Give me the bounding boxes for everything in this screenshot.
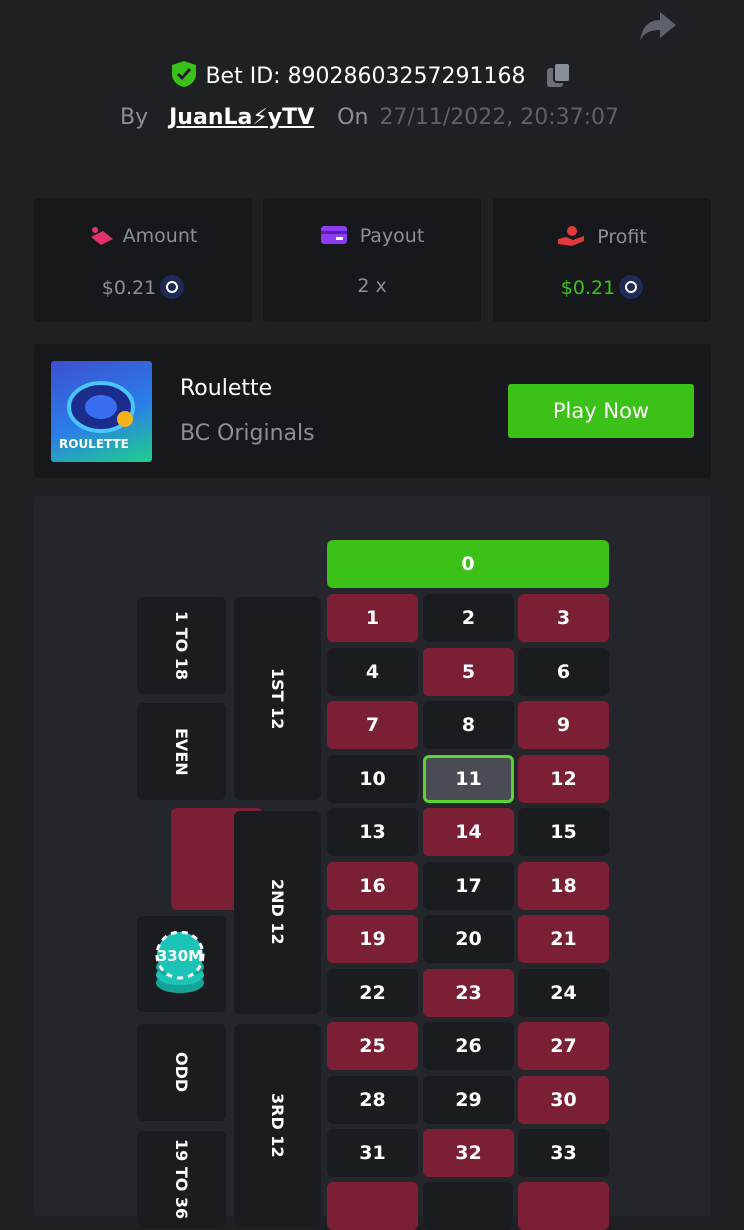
black-bet[interactable]: 330M	[137, 916, 226, 1012]
roulette-board: 330M 0 1 2 3 4 5 6 7 8 9 10 11 12 13 14 15 16 17 18 19 20 21 2…	[34, 496, 711, 1230]
number-cell[interactable]: 30	[518, 1075, 609, 1124]
game-provider: BC Originals	[180, 421, 315, 446]
number-cell[interactable]: 20	[423, 915, 514, 963]
game-card: ROULETTE Roulette BC Originals Play Now	[34, 344, 711, 478]
number-cell[interactable]: 27	[518, 1022, 609, 1070]
number-cell[interactable]: 24	[518, 968, 609, 1017]
outside-bet[interactable]: 19 TO 36	[137, 1131, 226, 1228]
coin-icon	[619, 275, 644, 299]
dozen-cell[interactable]: 2ND 12	[234, 810, 321, 1014]
share-icon[interactable]	[638, 8, 678, 44]
number-cell[interactable]: 4	[327, 647, 418, 696]
coin-icon	[160, 275, 185, 299]
bet-id: 89028603257291168	[287, 64, 526, 89]
outside-bet[interactable]: 1 TO 18	[137, 597, 226, 694]
outside-label: EVEN	[172, 727, 191, 776]
number-cell[interactable]: 1	[327, 594, 418, 642]
outside-label: 1 TO 18	[172, 610, 191, 681]
dozen-label: 1ST 12	[268, 667, 287, 730]
amount-card: Amount $0.21	[34, 198, 252, 322]
by-label: By	[120, 105, 149, 130]
payout-value: 2 x	[357, 275, 387, 297]
payout-card: Payout 2 x	[263, 198, 481, 322]
on-label: On	[337, 105, 369, 130]
number-cell[interactable]: 22	[327, 968, 418, 1017]
number-cell[interactable]: 23	[423, 968, 514, 1017]
number-cell[interactable]: 2	[423, 594, 514, 642]
number-cell[interactable]: 32	[423, 1129, 514, 1177]
profit-icon	[558, 226, 585, 246]
number-cell[interactable]: 17	[423, 861, 514, 910]
page-body: {"header": {"bet_id_label": "Bet ID:", "…	[0, 8, 744, 1230]
number-cell[interactable]	[518, 1182, 609, 1230]
outside-bet[interactable]: EVEN	[137, 703, 226, 800]
number-cell[interactable]: 28	[327, 1075, 418, 1124]
number-cell[interactable]	[327, 1182, 418, 1230]
profit-value: $0.21	[560, 277, 616, 299]
number-cell[interactable]: 29	[423, 1075, 514, 1124]
number-cell[interactable]: 26	[423, 1022, 514, 1070]
number-cell[interactable]: 8	[423, 701, 514, 749]
number-cell[interactable]	[423, 1182, 513, 1230]
dozen-cell[interactable]: 1ST 12	[234, 597, 321, 800]
number-cell[interactable]: 25	[327, 1022, 418, 1070]
zero-cell[interactable]: 0	[327, 540, 609, 588]
user-link[interactable]: JuanLa⚡yTV	[169, 105, 315, 130]
page: Bet Details html, body { margin: 0; padd…	[0, 8, 744, 1230]
dozen-label: 3RD 12	[268, 1093, 287, 1158]
profit-card: Profit $0.21	[493, 198, 711, 322]
chip-amount: 330M	[156, 947, 202, 965]
profit-value-row: $0.21	[493, 275, 711, 299]
dozen-label: 2ND 12	[268, 879, 287, 945]
outside-label: ODD	[172, 1052, 191, 1093]
amount-label-row: Amount	[34, 225, 252, 247]
outside-bet[interactable]: ODD	[137, 1024, 226, 1121]
number-cell[interactable]: 11	[423, 754, 514, 803]
number-cell[interactable]: 15	[518, 808, 609, 856]
amount-value: $0.21	[101, 277, 157, 299]
payout-label: Payout	[359, 225, 425, 247]
bet-id-label: Bet ID:	[205, 64, 281, 89]
number-cell[interactable]: 16	[327, 861, 418, 910]
number-cell[interactable]: 21	[518, 915, 609, 963]
number-cell[interactable]: 12	[518, 754, 609, 803]
number-cell[interactable]: 6	[518, 647, 609, 696]
shield-icon	[172, 61, 197, 87]
copy-icon[interactable]	[545, 61, 573, 89]
profit-label: Profit	[597, 226, 647, 248]
play-now-button[interactable]: Play Now	[508, 384, 694, 438]
chip-stack: 330M	[155, 931, 204, 993]
bet-id-row: Bet ID: 89028603257291168	[0, 60, 744, 89]
game-thumbnail[interactable]: ROULETTE	[51, 361, 152, 462]
number-cell[interactable]: 10	[327, 754, 418, 803]
number-cell[interactable]: 18	[518, 861, 609, 910]
number-cell[interactable]: 31	[327, 1129, 418, 1177]
bet-date: 27/11/2022, 20:37:07	[379, 105, 620, 130]
number-cell[interactable]: 33	[518, 1129, 609, 1177]
outside-label: 19 TO 36	[172, 1139, 191, 1220]
payout-label-row: Payout	[263, 225, 481, 247]
profit-label-row: Profit	[493, 225, 711, 248]
number-cell[interactable]: 3	[518, 594, 609, 642]
number-cell[interactable]: 9	[518, 701, 609, 749]
amount-label: Amount	[122, 225, 198, 247]
by-row: By JuanLa⚡yTV On 27/11/2022, 20:37:07	[120, 105, 619, 130]
number-cell[interactable]: 13	[327, 808, 418, 856]
game-name: Roulette	[180, 376, 273, 401]
wheel-art	[67, 381, 135, 433]
amount-value-row: $0.21	[34, 275, 252, 299]
number-cell[interactable]: 7	[327, 701, 418, 749]
number-cell[interactable]: 14	[423, 808, 514, 856]
amount-icon	[90, 227, 113, 245]
number-cell[interactable]: 5	[423, 647, 514, 696]
number-cell[interactable]: 19	[327, 915, 418, 963]
payout-icon	[320, 226, 347, 244]
dozen-cell[interactable]: 3RD 12	[234, 1024, 321, 1227]
thumb-label: ROULETTE	[59, 437, 129, 451]
